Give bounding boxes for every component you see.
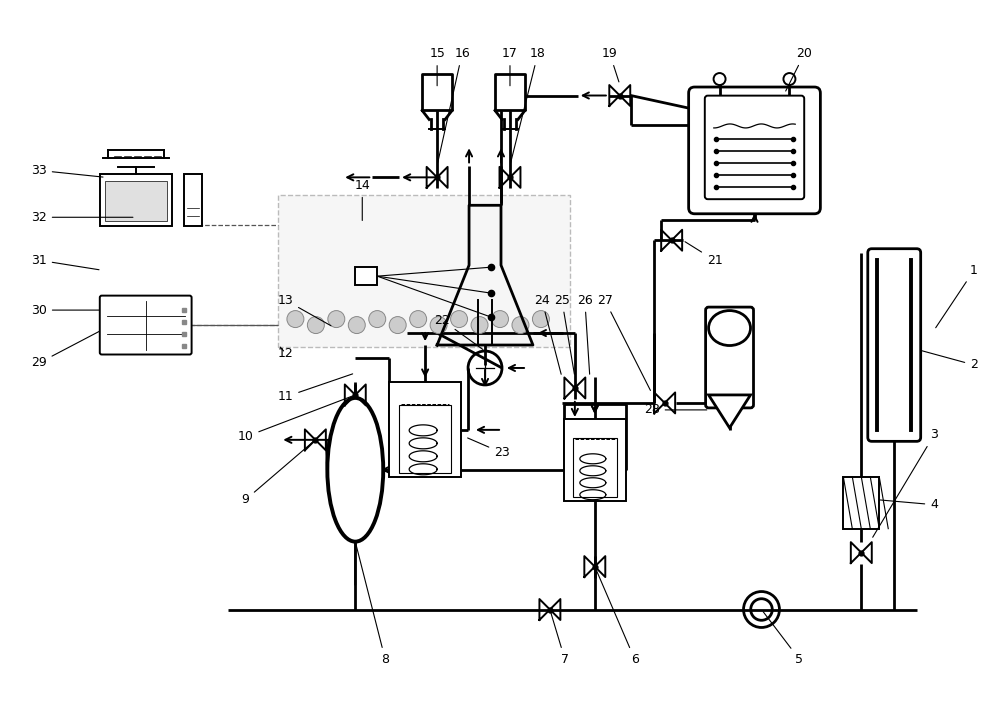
Ellipse shape	[709, 310, 751, 345]
Bar	[100, 174, 172, 226]
Circle shape	[410, 310, 427, 327]
Text: 21: 21	[685, 242, 722, 267]
Text: 23: 23	[468, 438, 510, 459]
Text: 29: 29	[31, 331, 99, 370]
Circle shape	[532, 310, 549, 327]
Circle shape	[328, 310, 345, 327]
Circle shape	[451, 310, 468, 327]
Text: 9: 9	[242, 442, 313, 506]
Circle shape	[430, 317, 447, 333]
Text: 12: 12	[278, 347, 293, 360]
Text: 20: 20	[786, 47, 812, 91]
Bar	[278, 195, 570, 347]
Text: 28: 28	[644, 403, 707, 416]
Text: 4: 4	[880, 498, 938, 511]
Text: 16: 16	[438, 47, 470, 162]
Bar	[399, 405, 451, 473]
Text: 17: 17	[502, 47, 518, 86]
Polygon shape	[495, 74, 525, 111]
Text: 22: 22	[434, 314, 483, 350]
Circle shape	[389, 317, 406, 333]
Text: 33: 33	[31, 164, 103, 177]
Text: 1: 1	[936, 264, 978, 327]
Bar	[573, 438, 617, 497]
FancyBboxPatch shape	[100, 295, 192, 355]
Polygon shape	[422, 74, 452, 111]
Text: 5: 5	[763, 612, 803, 666]
FancyBboxPatch shape	[706, 307, 754, 408]
FancyBboxPatch shape	[705, 96, 804, 199]
Text: 11: 11	[278, 374, 353, 403]
Text: 31: 31	[31, 254, 99, 270]
Text: 25: 25	[554, 294, 574, 374]
Circle shape	[492, 310, 508, 327]
FancyBboxPatch shape	[689, 87, 820, 214]
Text: 24: 24	[534, 294, 561, 374]
Text: 10: 10	[238, 396, 353, 443]
Text: 15: 15	[429, 47, 445, 86]
Ellipse shape	[327, 398, 383, 542]
Bar	[843, 477, 879, 528]
Text: 19: 19	[602, 47, 619, 82]
Circle shape	[471, 317, 488, 333]
Bar	[184, 174, 202, 226]
Text: 7: 7	[551, 612, 569, 666]
Circle shape	[307, 317, 324, 333]
Bar	[105, 182, 167, 221]
Circle shape	[714, 73, 726, 85]
Text: 3: 3	[873, 428, 938, 537]
FancyBboxPatch shape	[868, 249, 921, 441]
Text: 8: 8	[356, 544, 389, 666]
Text: 14: 14	[354, 179, 370, 220]
Text: 32: 32	[31, 211, 133, 224]
Bar	[389, 383, 461, 478]
Bar	[564, 419, 626, 500]
Text: 13: 13	[278, 294, 331, 326]
Text: 18: 18	[511, 47, 546, 163]
Circle shape	[783, 73, 795, 85]
Polygon shape	[709, 395, 751, 428]
Circle shape	[512, 317, 529, 333]
Text: 26: 26	[577, 294, 593, 374]
Text: 27: 27	[597, 294, 650, 390]
Text: 30: 30	[31, 304, 99, 317]
Text: 2: 2	[922, 351, 978, 372]
Bar	[355, 267, 377, 285]
Text: 6: 6	[596, 569, 639, 666]
Circle shape	[348, 317, 365, 333]
Circle shape	[287, 310, 304, 327]
Circle shape	[369, 310, 386, 327]
